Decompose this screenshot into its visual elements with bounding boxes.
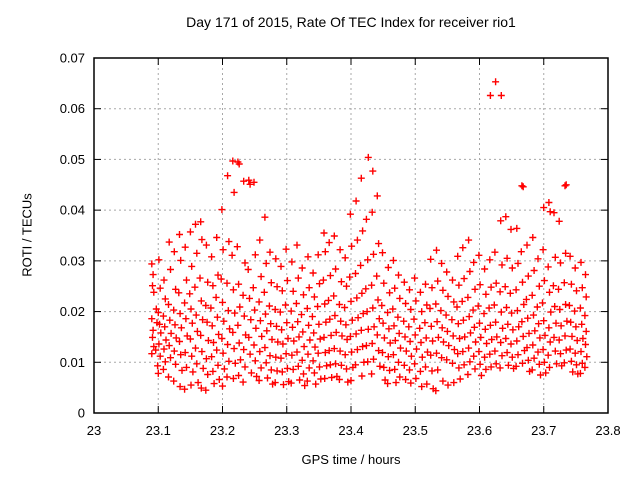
y-tick-label: 0.02 [60,304,85,319]
x-tick-label: 23.6 [467,423,492,438]
y-tick-label: 0.03 [60,253,85,268]
y-tick-label: 0.01 [60,355,85,370]
x-tick-label: 23.4 [338,423,363,438]
y-tick-label: 0.04 [60,203,85,218]
x-tick-label: 23.5 [403,423,428,438]
chart-title: Day 171 of 2015, Rate Of TEC Index for r… [186,14,516,30]
x-tick-label: 23.8 [595,423,620,438]
x-tick-label: 23.2 [210,423,235,438]
scatter-points [148,78,591,395]
x-tick-label: 23 [87,423,101,438]
y-tick-label: 0.07 [60,51,85,66]
x-tick-label: 23.7 [531,423,556,438]
x-tick-label: 23.3 [274,423,299,438]
y-tick-label: 0.06 [60,101,85,116]
y-tick-label: 0 [78,406,85,421]
y-tick-label: 0.05 [60,152,85,167]
x-axis-label: GPS time / hours [301,452,401,467]
plot-border [93,57,609,414]
x-tick-label: 23.1 [146,423,171,438]
